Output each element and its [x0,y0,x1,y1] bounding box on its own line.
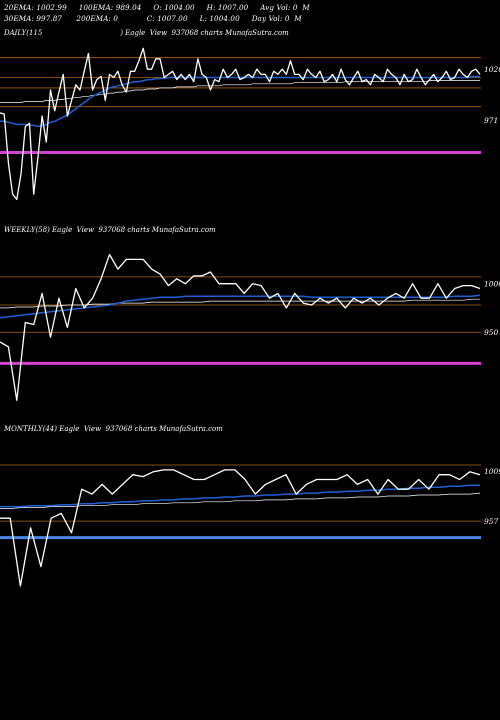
daily-ema-slow-line [0,80,480,103]
weekly-tick-label-0: 1000 [484,280,500,289]
weekly-tick-label-1: 950 [484,328,499,337]
daily-panel-title: DAILY(115 ) Eagle View 937068 charts Mun… [4,29,289,37]
weekly-ema-slow-line [0,298,480,309]
weekly-price-line [0,253,481,401]
weekly-ema-fast-line [0,294,481,319]
daily-price-line [0,47,481,201]
monthly-price-line [0,469,481,587]
weekly-panel-title: WEEKLY(58) Eagle View 937068 charts Muna… [4,226,216,234]
monthly-panel-title: MONTHLY(44) Eagle View 937068 charts Mun… [4,425,223,433]
header-line-1: 20EMA: 1002.99 100EMA: 989.04 O: 1004.00… [4,3,310,12]
daily-ema-fast-line [0,75,480,128]
monthly-ema-slow-line [0,492,481,509]
daily-tick-label-1: 971 [484,116,498,125]
header-line-2: 30EMA: 997.87 200EMA: 0 C: 1007.00 L: 10… [4,14,302,23]
daily-tick-label-0: 1020 [484,65,500,74]
monthly-tick-label-1: 957 [484,517,499,526]
